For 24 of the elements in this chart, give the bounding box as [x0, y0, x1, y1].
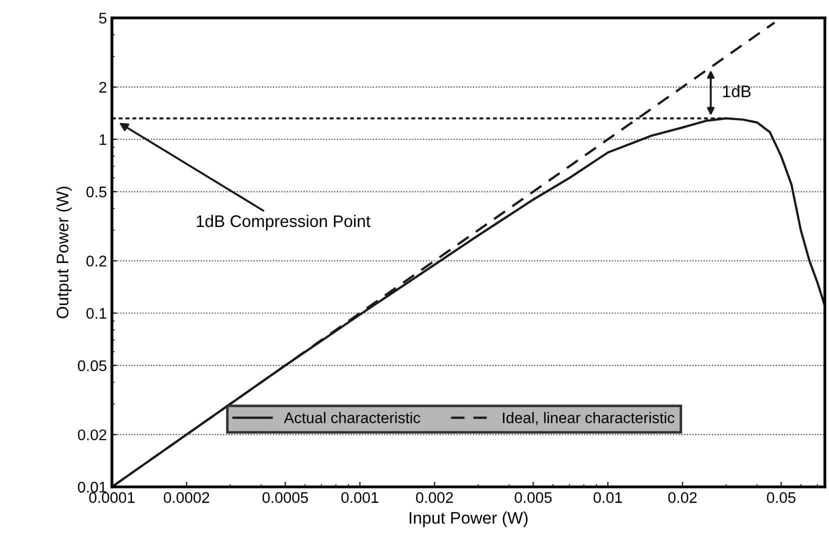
annotation: 1dB	[723, 85, 751, 98]
y-tick-label: 1	[100, 134, 106, 145]
x-tick-label: 0.01	[594, 492, 622, 503]
x-tick-label: 0.05	[766, 492, 796, 503]
x-tick-label: 0.002	[416, 492, 453, 503]
legend-label: Actual characteristic	[284, 412, 420, 424]
y-tick-label: 0.01	[78, 482, 106, 493]
y-tick-label: 0.1	[86, 308, 106, 319]
legend-label: Ideal, linear characteristic	[502, 412, 674, 426]
x-axis-title: Input Power (W)	[410, 512, 528, 528]
x-tick-label: 0.0005	[262, 492, 308, 503]
y-tick-label: 0.02	[78, 429, 106, 440]
x-tick-label: 0.0002	[164, 492, 210, 503]
x-tick-label: 0.001	[341, 492, 378, 503]
x-tick-label: 0.02	[668, 492, 697, 503]
y-tick-label: 0.05	[78, 360, 106, 372]
x-tick-label: 0.005	[514, 492, 552, 503]
y-tick-label: 0.2	[86, 256, 106, 266]
y-tick-label: 5	[99, 12, 106, 24]
x-tick-label: 0.0001	[89, 492, 135, 503]
y-axis-title: Output Power (W)	[56, 186, 72, 318]
y-tick-label: 0.5	[86, 186, 106, 198]
y-tick-label: 2	[99, 82, 106, 93]
annotation: 1dB Compression Point	[196, 214, 370, 230]
